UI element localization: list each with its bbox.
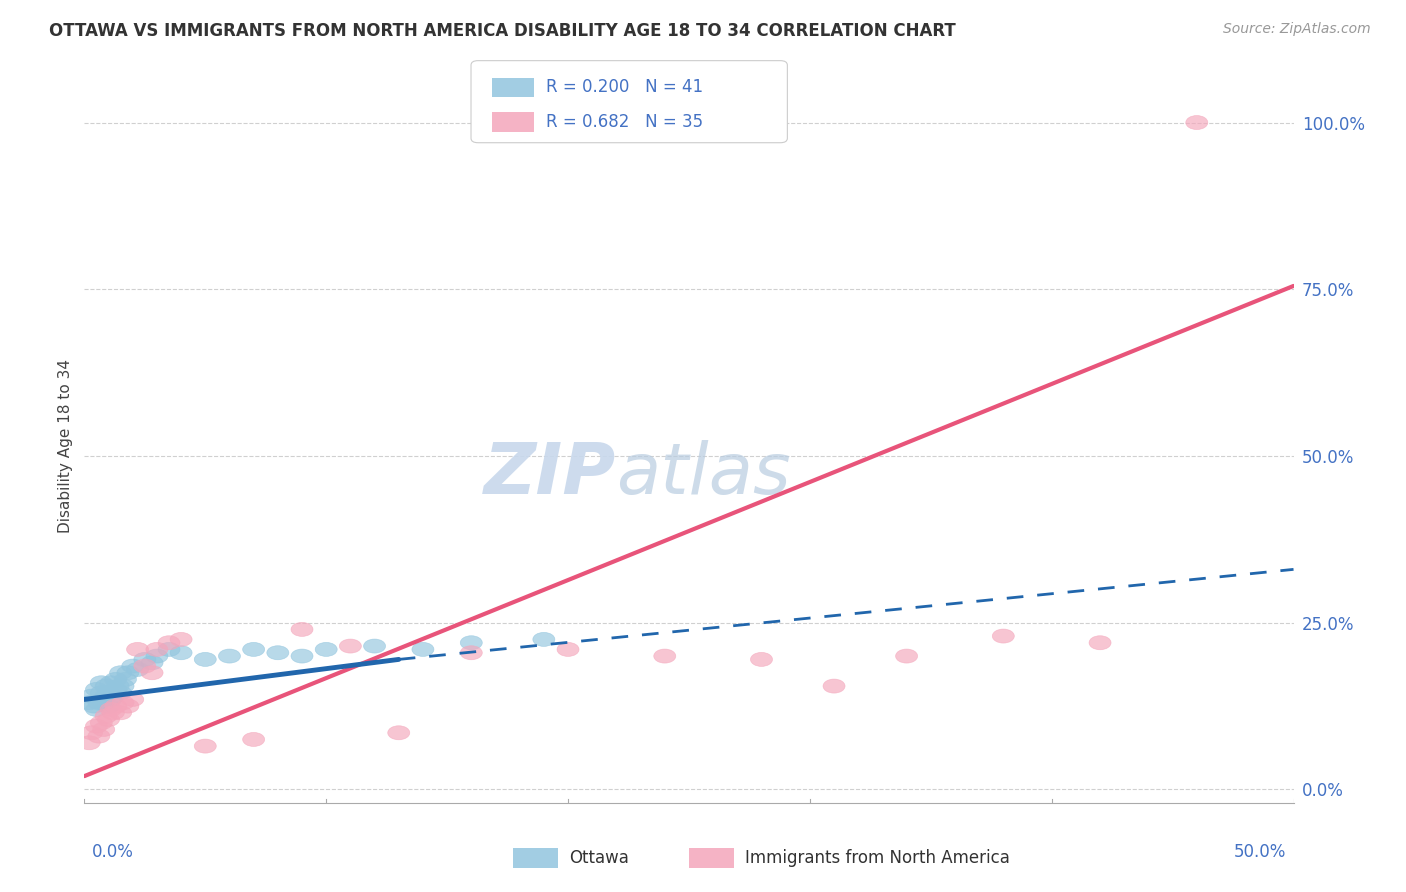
Ellipse shape: [80, 726, 103, 739]
Ellipse shape: [97, 699, 120, 713]
Ellipse shape: [90, 715, 112, 730]
Ellipse shape: [243, 732, 264, 747]
Ellipse shape: [896, 649, 918, 663]
Ellipse shape: [146, 649, 167, 663]
Ellipse shape: [315, 642, 337, 657]
Ellipse shape: [364, 639, 385, 653]
Ellipse shape: [105, 699, 127, 713]
Ellipse shape: [87, 696, 110, 710]
Ellipse shape: [388, 726, 409, 739]
Ellipse shape: [105, 673, 127, 687]
Ellipse shape: [291, 649, 314, 663]
Text: 50.0%: 50.0%: [1234, 843, 1286, 861]
Ellipse shape: [194, 739, 217, 753]
Ellipse shape: [1185, 116, 1208, 129]
Ellipse shape: [79, 736, 100, 750]
Ellipse shape: [170, 646, 193, 660]
Ellipse shape: [117, 665, 139, 680]
Text: R = 0.200   N = 41: R = 0.200 N = 41: [546, 78, 703, 96]
Ellipse shape: [93, 696, 115, 710]
Ellipse shape: [114, 673, 136, 687]
Text: ZIP: ZIP: [484, 440, 616, 509]
Text: OTTAWA VS IMMIGRANTS FROM NORTH AMERICA DISABILITY AGE 18 TO 34 CORRELATION CHAR: OTTAWA VS IMMIGRANTS FROM NORTH AMERICA …: [49, 22, 956, 40]
Ellipse shape: [79, 696, 100, 710]
Ellipse shape: [100, 702, 122, 716]
Ellipse shape: [412, 642, 434, 657]
Ellipse shape: [339, 639, 361, 653]
Ellipse shape: [146, 642, 167, 657]
Ellipse shape: [100, 692, 122, 706]
Ellipse shape: [654, 649, 676, 663]
Ellipse shape: [97, 713, 120, 726]
Ellipse shape: [86, 702, 107, 716]
Ellipse shape: [86, 719, 107, 733]
Ellipse shape: [97, 686, 120, 699]
Text: Source: ZipAtlas.com: Source: ZipAtlas.com: [1223, 22, 1371, 37]
Ellipse shape: [83, 699, 105, 713]
Ellipse shape: [117, 699, 139, 713]
Ellipse shape: [194, 652, 217, 666]
Ellipse shape: [100, 676, 122, 690]
Ellipse shape: [107, 679, 129, 693]
Ellipse shape: [80, 690, 103, 703]
Text: R = 0.682   N = 35: R = 0.682 N = 35: [546, 113, 703, 131]
Ellipse shape: [134, 659, 156, 673]
Ellipse shape: [1090, 636, 1111, 649]
Ellipse shape: [127, 663, 149, 676]
Ellipse shape: [170, 632, 193, 647]
Ellipse shape: [105, 682, 127, 697]
Text: 0.0%: 0.0%: [91, 843, 134, 861]
Ellipse shape: [86, 682, 107, 697]
Ellipse shape: [141, 656, 163, 670]
Ellipse shape: [93, 723, 115, 737]
Ellipse shape: [134, 652, 156, 666]
Text: Ottawa: Ottawa: [569, 849, 630, 867]
Text: atlas: atlas: [616, 440, 792, 509]
Ellipse shape: [751, 652, 772, 666]
Ellipse shape: [557, 642, 579, 657]
Ellipse shape: [110, 706, 132, 720]
Ellipse shape: [122, 692, 143, 706]
Ellipse shape: [291, 623, 314, 636]
Ellipse shape: [218, 649, 240, 663]
Ellipse shape: [141, 665, 163, 680]
Ellipse shape: [533, 632, 555, 647]
Y-axis label: Disability Age 18 to 34: Disability Age 18 to 34: [58, 359, 73, 533]
Ellipse shape: [110, 686, 132, 699]
Ellipse shape: [96, 690, 117, 703]
Ellipse shape: [460, 646, 482, 660]
Ellipse shape: [157, 636, 180, 649]
Ellipse shape: [267, 646, 288, 660]
Ellipse shape: [823, 679, 845, 693]
Ellipse shape: [90, 686, 112, 699]
Ellipse shape: [112, 679, 134, 693]
Ellipse shape: [90, 676, 112, 690]
Ellipse shape: [993, 629, 1014, 643]
Ellipse shape: [96, 679, 117, 693]
Ellipse shape: [103, 690, 124, 703]
Ellipse shape: [112, 696, 134, 710]
Ellipse shape: [87, 729, 110, 743]
Ellipse shape: [127, 642, 149, 657]
Ellipse shape: [157, 642, 180, 657]
Ellipse shape: [243, 642, 264, 657]
Ellipse shape: [110, 665, 132, 680]
Ellipse shape: [122, 659, 143, 673]
Ellipse shape: [96, 709, 117, 723]
Ellipse shape: [460, 636, 482, 649]
Ellipse shape: [103, 706, 124, 720]
Text: Immigrants from North America: Immigrants from North America: [745, 849, 1010, 867]
